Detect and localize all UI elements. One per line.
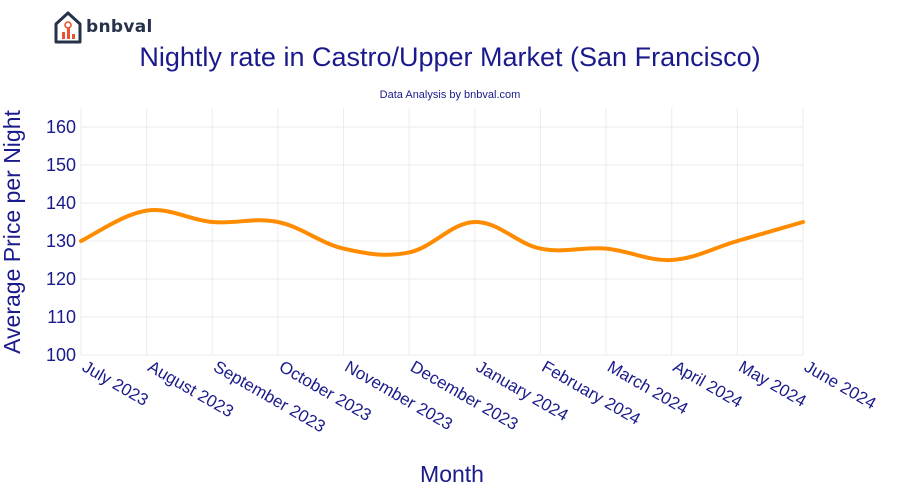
brand-name: bnbval: [86, 17, 153, 37]
x-axis-title: Month: [420, 461, 484, 487]
chart-title: Nightly rate in Castro/Upper Market (San…: [139, 42, 761, 72]
y-tick-label: 100: [46, 345, 76, 365]
x-tick-label: May 2024: [735, 357, 809, 411]
y-tick-label: 150: [46, 155, 76, 175]
y-axis-title: Average Price per Night: [0, 110, 25, 354]
y-tick-label: 130: [46, 231, 76, 251]
series-layer: [79, 208, 805, 263]
brand-logo: bnbval: [53, 10, 153, 44]
chart-subtitle: Data Analysis by bnbval.com: [379, 89, 521, 101]
grid: [80, 108, 804, 356]
y-tick-label: 160: [46, 117, 76, 137]
x-tick-label: September 2023: [210, 357, 328, 436]
y-axis-ticks: 100 110 120 130 140 150 160: [46, 117, 76, 365]
y-tick-label: 110: [47, 307, 76, 327]
y-tick-label: 120: [46, 269, 76, 289]
x-tick-label: December 2023: [407, 357, 521, 434]
series-line-0: [79, 208, 805, 263]
house-chart-icon: [54, 11, 82, 44]
x-tick-label: November 2023: [342, 357, 456, 434]
y-tick-label: 140: [46, 193, 76, 213]
x-tick-label: July 2023: [79, 357, 152, 410]
x-tick-label: June 2024: [801, 357, 879, 413]
